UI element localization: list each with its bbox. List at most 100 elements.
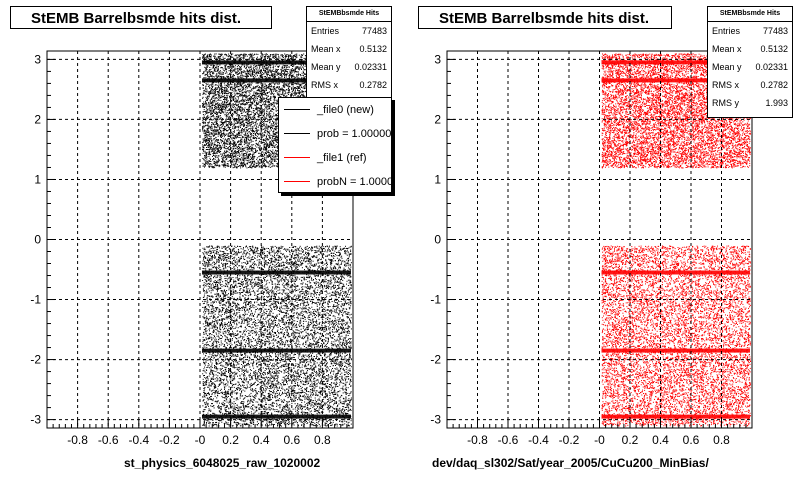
scatter-point <box>215 107 217 109</box>
scatter-point <box>258 71 260 73</box>
scatter-point <box>210 93 211 94</box>
scatter-point <box>252 70 254 72</box>
scatter-point <box>231 158 233 160</box>
scatter-point <box>245 165 247 167</box>
scatter-point <box>202 106 204 107</box>
scatter-point <box>253 125 255 127</box>
scatter-point <box>214 95 216 96</box>
scatter-point <box>295 57 297 59</box>
scatter-point <box>233 121 235 123</box>
scatter-point <box>229 128 230 130</box>
scatter-point <box>247 138 249 140</box>
scatter-point <box>247 131 249 133</box>
scatter-point <box>290 56 292 58</box>
scatter-point <box>252 102 254 104</box>
scatter-point <box>261 84 263 86</box>
scatter-point <box>237 111 239 113</box>
scatter-point <box>211 107 213 109</box>
scatter-point <box>259 102 261 103</box>
scatter-point <box>264 163 266 165</box>
scatter-point <box>245 82 247 83</box>
scatter-point <box>219 147 221 149</box>
scatter-point <box>256 158 258 160</box>
scatter-point <box>219 56 221 58</box>
scatter-point <box>208 166 210 168</box>
scatter-point <box>294 89 296 91</box>
scatter-point <box>270 86 272 88</box>
scatter-point <box>246 122 248 124</box>
scatter-point <box>237 141 239 143</box>
scatter-point <box>211 133 213 135</box>
scatter-point <box>273 158 275 160</box>
scatter-point <box>214 158 216 160</box>
scatter-point <box>274 147 276 148</box>
scatter-point <box>208 165 210 167</box>
scatter-point <box>263 97 265 99</box>
scatter-point <box>270 96 272 98</box>
scatter-point <box>228 67 230 69</box>
scatter-point <box>202 140 204 142</box>
scatter-point <box>285 92 286 94</box>
scatter-point <box>262 77 264 79</box>
scatter-point <box>303 95 305 97</box>
scatter-point <box>236 161 238 163</box>
scatter-point <box>240 93 242 95</box>
scatter-point <box>213 139 215 141</box>
scatter-point <box>221 96 223 98</box>
scatter-point <box>241 54 243 56</box>
scatter-point <box>264 164 266 166</box>
scatter-point <box>235 83 237 85</box>
scatter-point <box>203 158 205 160</box>
scatter-point <box>260 96 262 97</box>
scatter-point <box>210 75 212 77</box>
scatter-point <box>243 140 245 142</box>
scatter-point <box>232 143 234 145</box>
scatter-point <box>281 87 283 89</box>
scatter-point <box>218 126 220 128</box>
scatter-point <box>276 127 278 129</box>
scatter-point <box>254 122 256 123</box>
scatter-point <box>225 71 227 73</box>
scatter-point <box>221 137 222 138</box>
scatter-point <box>209 103 211 105</box>
scatter-point <box>233 84 235 86</box>
scatter-point <box>300 64 302 66</box>
scatter-point <box>272 75 274 76</box>
scatter-point <box>202 84 204 86</box>
scatter-point <box>248 161 250 163</box>
scatter-point <box>290 95 292 97</box>
scatter-point <box>252 153 254 155</box>
scatter-point <box>246 123 248 124</box>
scatter-point <box>222 73 224 75</box>
scatter-point <box>241 157 243 159</box>
scatter-point <box>210 68 212 70</box>
scatter-point <box>266 107 268 109</box>
scatter-point <box>202 144 204 146</box>
scatter-point <box>236 109 238 111</box>
scatter-point <box>253 77 255 79</box>
scatter-point <box>233 126 235 128</box>
scatter-point <box>256 56 258 58</box>
scatter-point <box>224 101 226 103</box>
scatter-point <box>234 75 235 77</box>
scatter-point <box>272 155 274 157</box>
scatter-point <box>248 54 250 56</box>
scatter-point <box>211 89 212 91</box>
scatter-point <box>204 166 205 168</box>
scatter-point <box>230 86 232 88</box>
scatter-point <box>223 128 225 130</box>
scatter-point <box>221 135 223 137</box>
scatter-point <box>301 84 303 86</box>
scatter-point <box>234 137 236 139</box>
scatter-point <box>259 93 261 94</box>
scatter-point <box>236 107 238 109</box>
scatter-point <box>206 137 208 139</box>
scatter-point <box>213 138 215 139</box>
scatter-point <box>285 57 287 59</box>
scatter-point <box>237 93 239 95</box>
scatter-point <box>268 66 270 68</box>
scatter-point <box>263 116 265 118</box>
scatter-point <box>249 99 251 101</box>
scatter-point <box>224 87 226 89</box>
scatter-point <box>237 77 239 79</box>
